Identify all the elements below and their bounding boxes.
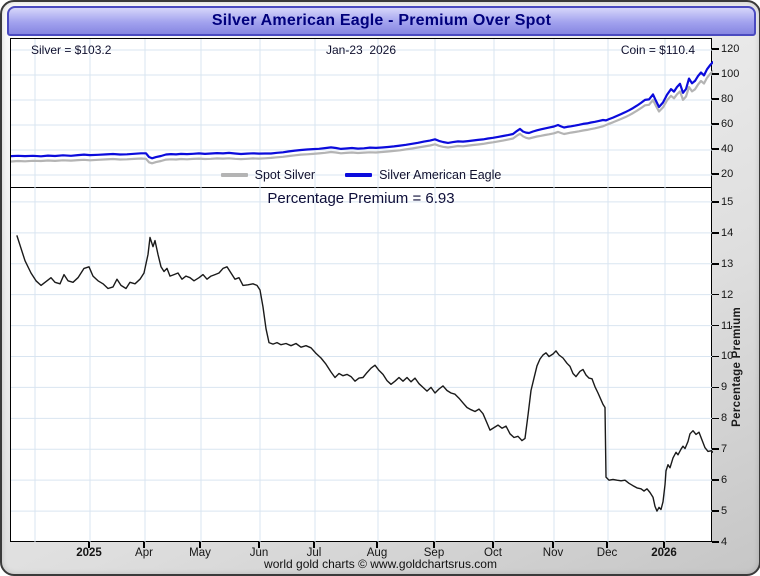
y-tick-mark bbox=[712, 73, 719, 75]
x-tick-label: Nov bbox=[542, 547, 564, 559]
coin-swatch bbox=[345, 173, 373, 177]
x-tick-label: Aug bbox=[366, 547, 388, 559]
y-tick-mark bbox=[712, 324, 719, 327]
y-tick-label: 13 bbox=[721, 257, 734, 270]
y-tick-label: 7 bbox=[721, 443, 728, 456]
y-tick-label: 14 bbox=[721, 226, 734, 239]
top-chart-canvas bbox=[11, 39, 713, 189]
y-tick-label: 40 bbox=[721, 143, 734, 155]
x-tick-mark bbox=[88, 542, 90, 548]
x-tick-mark bbox=[433, 542, 435, 548]
x-tick-label: Dec bbox=[596, 547, 618, 559]
footer-credit: world gold charts © www.goldchartsrus.co… bbox=[264, 557, 497, 571]
y-tick-mark bbox=[712, 48, 719, 50]
x-tick-label: Jun bbox=[249, 547, 269, 559]
x-tick-label: May bbox=[189, 547, 211, 559]
y-tick-label: 4 bbox=[721, 536, 728, 548]
y-tick-mark bbox=[712, 201, 719, 203]
page-title: Silver American Eagle - Premium Over Spo… bbox=[211, 12, 552, 29]
y-tick-mark bbox=[712, 355, 719, 358]
series-spot-silver bbox=[11, 69, 713, 165]
y-tick-label: 20 bbox=[721, 168, 734, 180]
y-tick-mark bbox=[712, 479, 719, 481]
x-tick-mark bbox=[313, 542, 315, 548]
spot-silver-swatch bbox=[220, 173, 248, 177]
bottom-chart-canvas bbox=[11, 188, 713, 542]
legend-item-spot-silver: Spot Silver bbox=[220, 168, 316, 182]
y-tick-mark bbox=[712, 448, 719, 451]
y-tick-mark bbox=[712, 417, 719, 420]
y-tick-mark bbox=[712, 262, 719, 265]
x-tick-mark bbox=[663, 542, 665, 548]
annotation-coin-price: Coin = $110.4 bbox=[620, 43, 695, 57]
y-tick-mark bbox=[712, 510, 719, 512]
series-percentage-premium bbox=[16, 235, 713, 512]
y-axis-label-premium: Percentage Premium bbox=[731, 307, 743, 427]
top-chart: Silver = $103.2 Jan-23 2026 Coin = $110.… bbox=[10, 38, 713, 189]
x-tick-label: Oct bbox=[484, 547, 502, 559]
series-silver-american-eagle bbox=[11, 60, 713, 160]
y-tick-mark bbox=[712, 148, 719, 150]
y-tick-mark bbox=[712, 232, 719, 234]
y-tick-mark bbox=[712, 98, 719, 100]
y-tick-label: 5 bbox=[721, 505, 728, 518]
bottom-chart-title: Percentage Premium = 6.93 bbox=[267, 190, 455, 207]
x-tick-label: 2026 bbox=[651, 547, 677, 559]
x-tick-mark bbox=[143, 542, 145, 548]
y-tick-label: 12 bbox=[721, 288, 734, 301]
y-tick-mark bbox=[712, 386, 719, 389]
y-tick-label: 100 bbox=[721, 68, 740, 80]
x-tick-mark bbox=[199, 542, 201, 548]
y-tick-mark bbox=[712, 541, 719, 543]
y-tick-label: 10 bbox=[721, 350, 734, 363]
y-tick-label: 8 bbox=[721, 412, 728, 425]
legend-label-spot-silver: Spot Silver bbox=[254, 168, 316, 182]
y-tick-label: 60 bbox=[721, 118, 734, 130]
x-tick-mark bbox=[552, 542, 554, 548]
y-tick-mark bbox=[712, 173, 719, 175]
x-tick-label: Jul bbox=[306, 547, 322, 559]
annotation-date: Jan-23 2026 bbox=[325, 43, 397, 57]
x-tick-label: 2025 bbox=[76, 547, 102, 559]
x-tick-mark bbox=[376, 542, 378, 548]
x-tick-label: Apr bbox=[135, 547, 153, 559]
y-tick-mark bbox=[712, 123, 719, 125]
annotation-silver-price: Silver = $103.2 bbox=[31, 43, 112, 57]
legend: Spot Silver Silver American Eagle bbox=[11, 168, 711, 182]
bottom-chart: Percentage Premium = 6.93 bbox=[10, 188, 713, 542]
y-tick-label: 9 bbox=[721, 381, 728, 394]
y-tick-label: 15 bbox=[721, 195, 734, 208]
title-bar: Silver American Eagle - Premium Over Spo… bbox=[7, 6, 756, 36]
y-tick-label: 11 bbox=[721, 319, 733, 332]
y-tick-label: 6 bbox=[721, 474, 728, 487]
y-tick-label: 120 bbox=[721, 43, 740, 55]
y-tick-mark bbox=[712, 293, 719, 296]
x-tick-mark bbox=[492, 542, 494, 548]
x-tick-label: Sep bbox=[423, 547, 445, 559]
x-tick-mark bbox=[258, 542, 260, 548]
legend-label-coin: Silver American Eagle bbox=[379, 168, 502, 182]
legend-item-coin: Silver American Eagle bbox=[345, 168, 501, 182]
x-tick-mark bbox=[606, 542, 608, 548]
y-tick-label: 80 bbox=[721, 93, 734, 105]
